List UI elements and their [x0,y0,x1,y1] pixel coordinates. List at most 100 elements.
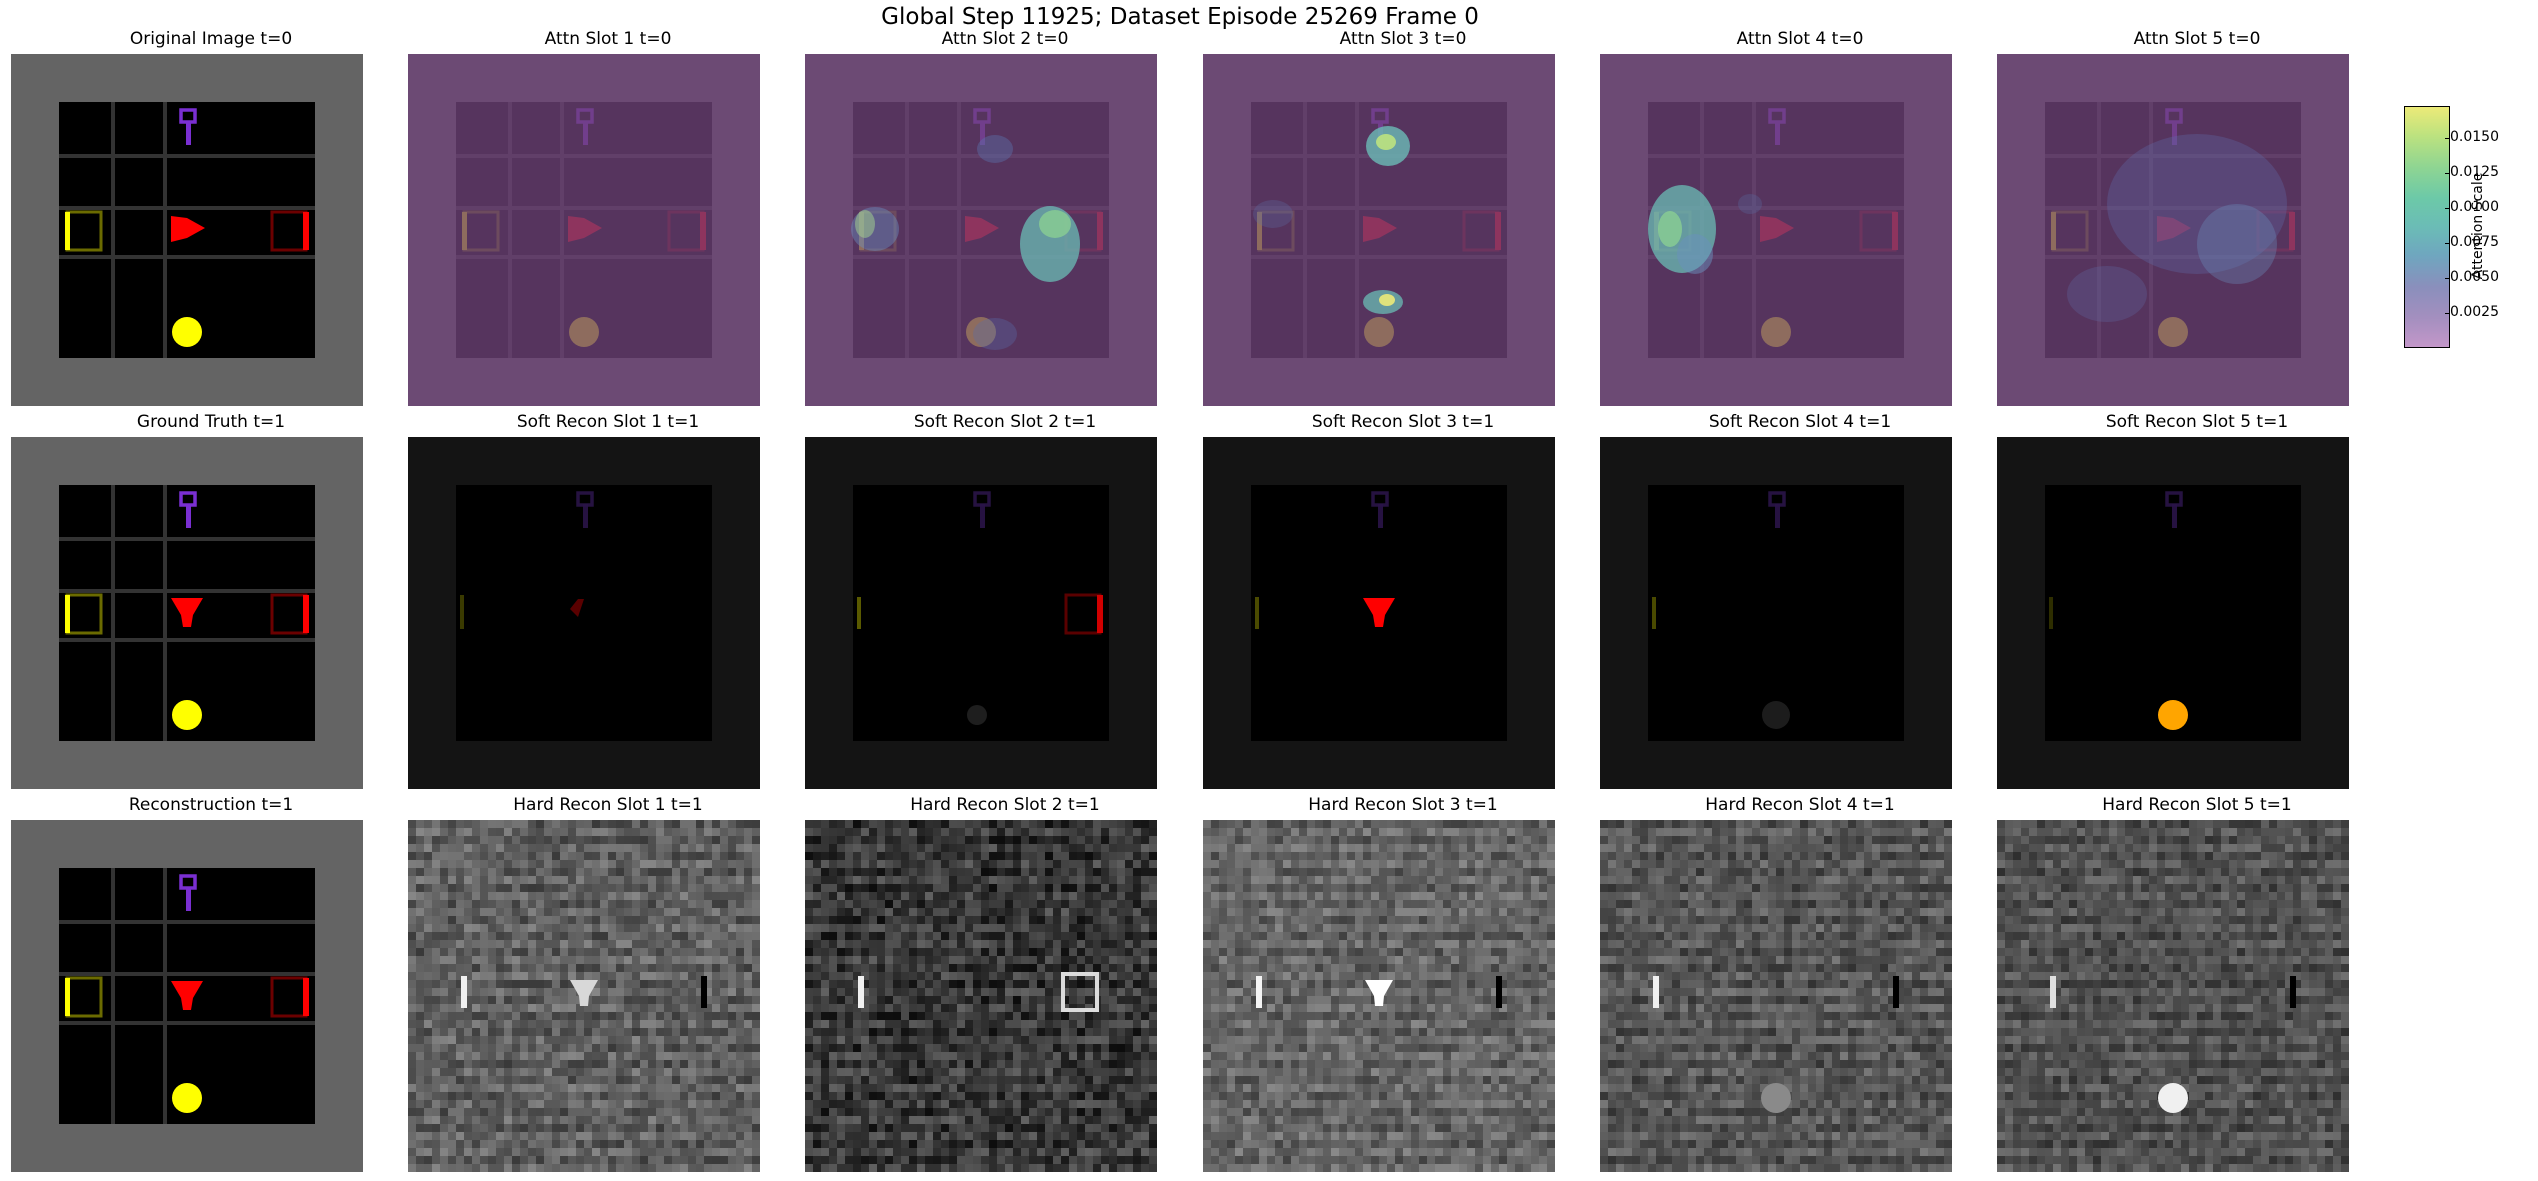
noise-pixel [584,1020,593,1029]
noise-pixel [1203,956,1212,965]
noise-pixel [1077,1036,1086,1045]
noise-pixel [616,988,625,997]
noise-pixel [504,932,513,941]
noise-pixel [1021,1068,1030,1077]
noise-pixel [664,1108,673,1117]
noise-pixel [1307,940,1316,949]
noise-pixel [744,1148,753,1157]
noise-pixel [1355,1164,1364,1172]
noise-pixel [704,884,713,893]
noise-pixel [672,916,681,925]
noise-pixel [496,996,505,1005]
noise-pixel [696,1044,705,1053]
noise-pixel [704,836,713,845]
noise-pixel [869,900,878,909]
noise-pixel [1061,924,1070,933]
noise-pixel [608,1132,617,1141]
noise-pixel [965,1100,974,1109]
noise-pixel [408,868,417,877]
noise-pixel [648,1108,657,1117]
noise-pixel [1013,1004,1022,1013]
noise-pixel [917,1068,926,1077]
noise-pixel [480,932,489,941]
noise-pixel [1363,916,1372,925]
noise-pixel [1029,1164,1038,1172]
noise-pixel [1133,1116,1142,1125]
noise-pixel [1101,972,1110,981]
noise-pixel [1005,964,1014,973]
noise-pixel [616,1100,625,1109]
noise-pixel [1347,876,1356,885]
grid-line [59,255,315,259]
noise-pixel [933,932,942,941]
noise-pixel [1149,1052,1157,1061]
noise-pixel [877,1092,886,1101]
noise-pixel [813,1060,822,1069]
noise-pixel [672,836,681,845]
noise-pixel [1203,860,1212,869]
noise-pixel [456,1140,465,1149]
noise-pixel [1315,988,1324,997]
noise-pixel [885,1052,894,1061]
noise-pixel [1315,972,1324,981]
noise-pixel [488,996,497,1005]
noise-pixel [672,980,681,989]
noise-pixel [1005,1036,1014,1045]
noise-pixel [488,860,497,869]
noise-pixel [416,876,425,885]
noise-pixel [592,1076,601,1085]
noise-pixel [1021,1092,1030,1101]
noise-pixel [965,1140,974,1149]
noise-pixel [672,860,681,869]
noise-pixel [424,1164,433,1172]
noise-pixel [877,948,886,957]
noise-pixel [933,1004,942,1013]
noise-pixel [1355,844,1364,853]
noise-pixel [480,1004,489,1013]
noise-pixel [829,972,838,981]
noise-pixel [520,876,529,885]
noise-pixel [616,956,625,965]
noise-pixel [829,924,838,933]
noise-pixel [1077,1116,1086,1125]
noise-pixel [496,908,505,917]
noise-pixel [544,828,553,837]
noise-pixel [680,1164,689,1172]
noise-pixel [1061,1068,1070,1077]
noise-pixel [1339,1092,1348,1101]
noise-pixel [704,932,713,941]
noise-pixel [1323,924,1332,933]
noise-pixel [424,860,433,869]
noise-pixel [736,1116,745,1125]
noise-pixel [640,1140,649,1149]
noise-pixel [965,1132,974,1141]
noise-pixel [1219,1012,1228,1021]
noise-pixel [632,1084,641,1093]
noise-pixel [648,1132,657,1141]
noise-pixel [656,1092,665,1101]
noise-pixel [544,1028,553,1037]
noise-pixel [1235,860,1244,869]
noise-pixel [736,1140,745,1149]
noise-pixel [1053,868,1062,877]
noise-pixel [1125,844,1134,853]
noise-pixel [1117,1132,1126,1141]
noise-pixel [544,988,553,997]
noise-pixel [744,860,753,869]
noise-pixel [805,836,814,845]
noise-pixel [672,1164,681,1172]
noise-pixel [1037,1076,1046,1085]
noise-pixel [869,996,878,1005]
noise-pixel [1203,924,1212,933]
noise-pixel [1141,892,1150,901]
noise-pixel [1275,924,1284,933]
noise-pixel [957,868,966,877]
noise-pixel [997,1116,1006,1125]
panel-title: Attn Slot 3 t=0 [1339,29,1467,49]
noise-pixel [1307,844,1316,853]
noise-pixel [584,1156,593,1165]
noise-pixel [600,1020,609,1029]
noise-pixel [1251,1060,1260,1069]
noise-pixel [1363,884,1372,893]
noise-pixel [592,820,601,829]
